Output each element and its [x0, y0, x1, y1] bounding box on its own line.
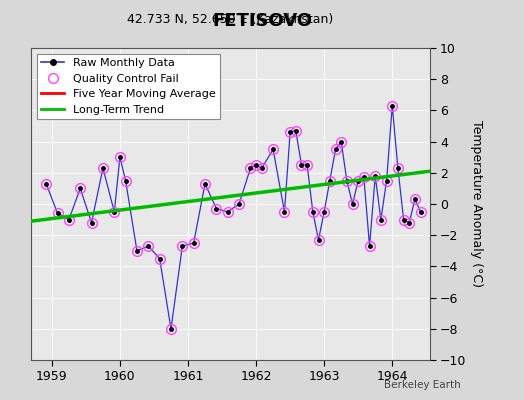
Legend: Raw Monthly Data, Quality Control Fail, Five Year Moving Average, Long-Term Tren: Raw Monthly Data, Quality Control Fail, … — [37, 54, 220, 119]
Title: 42.733 N, 52.650 E (Kazakhstan): 42.733 N, 52.650 E (Kazakhstan) — [127, 13, 334, 26]
Text: Berkeley Earth: Berkeley Earth — [385, 380, 461, 390]
Y-axis label: Temperature Anomaly (°C): Temperature Anomaly (°C) — [470, 120, 483, 288]
Text: FETISOVO: FETISOVO — [212, 12, 312, 30]
